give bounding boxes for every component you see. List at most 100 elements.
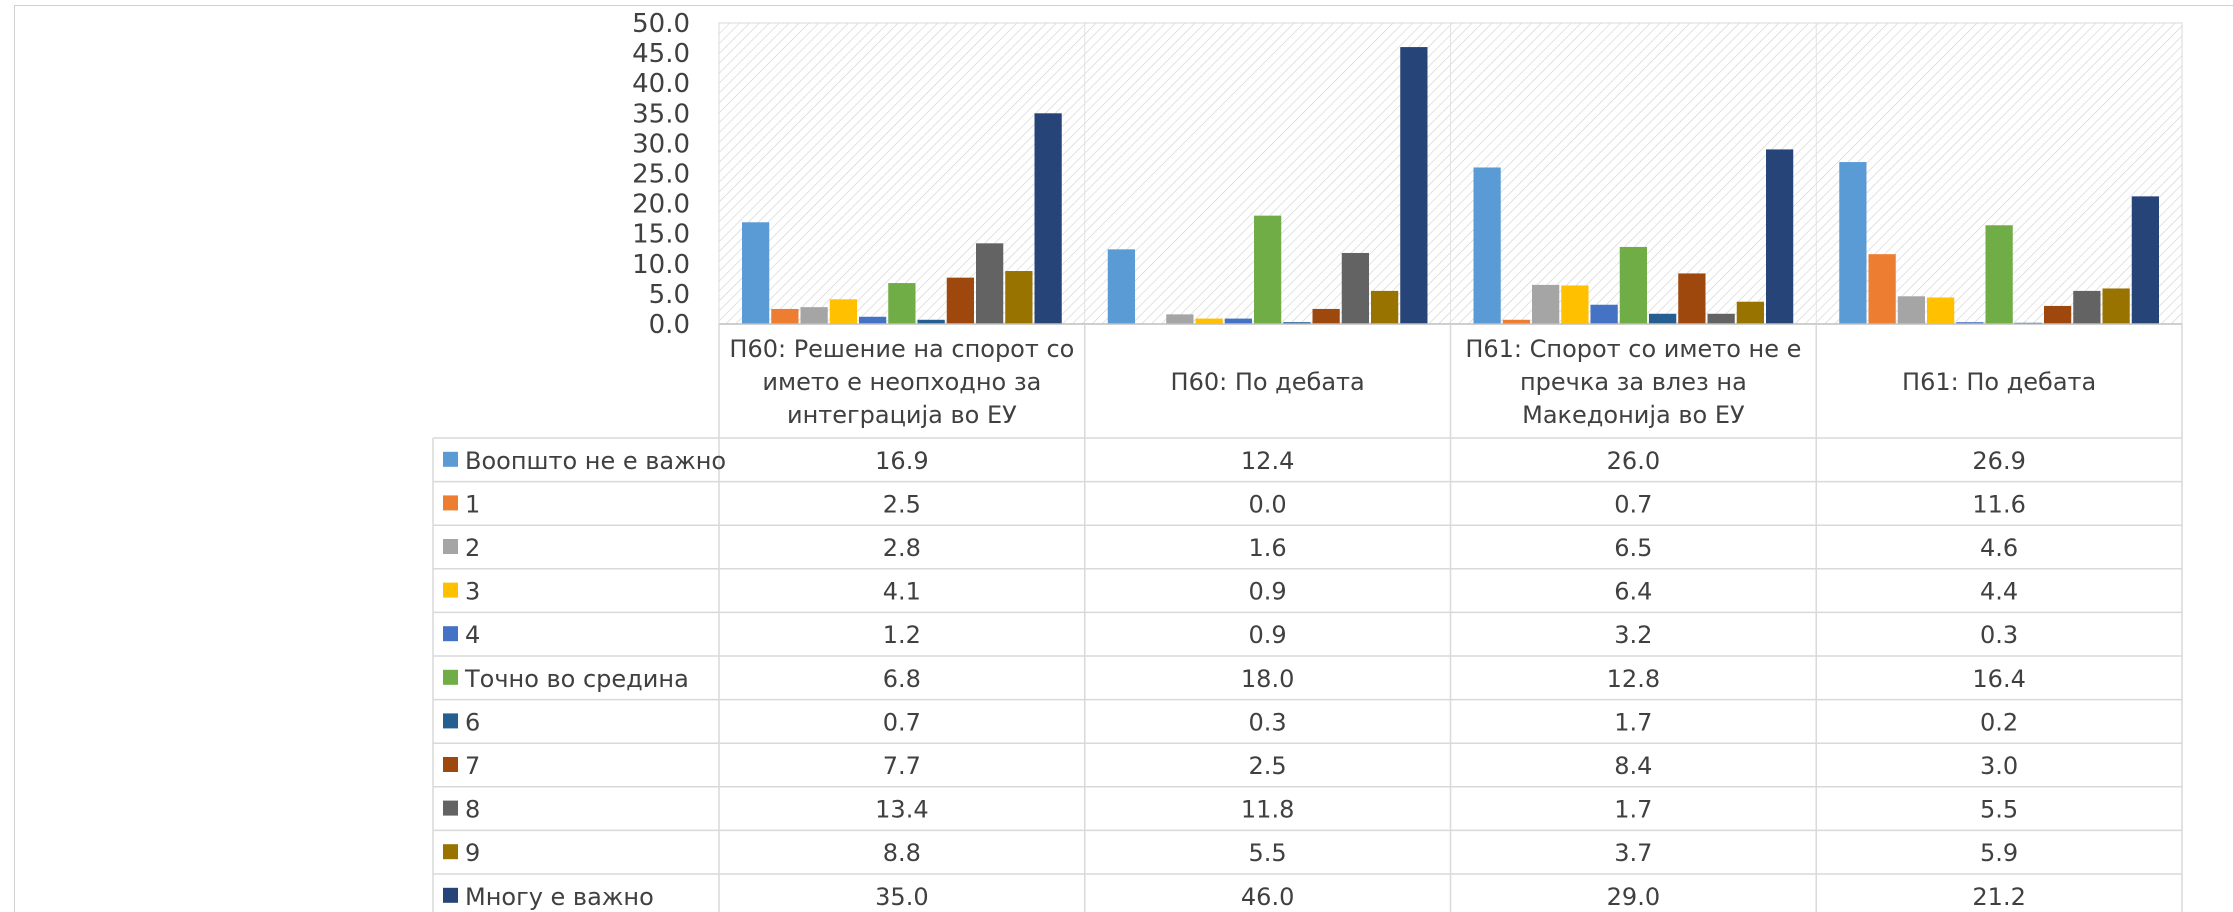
legend-swatch — [443, 713, 458, 729]
legend-label: Многу е важно — [465, 883, 654, 911]
bar — [1839, 162, 1867, 324]
legend-swatch — [443, 844, 458, 860]
y-tick-label: 5.0 — [649, 280, 690, 310]
data-label: 26.9 — [1972, 447, 2025, 475]
bar — [2044, 305, 2072, 324]
data-label: 29.0 — [1607, 883, 1660, 911]
bar — [1166, 314, 1194, 324]
bar — [1254, 215, 1282, 324]
data-label: 12.8 — [1607, 665, 1660, 693]
bar — [1956, 322, 1984, 324]
legend-swatch — [443, 451, 458, 467]
bar — [1707, 313, 1735, 324]
y-tick-label: 15.0 — [632, 220, 690, 250]
data-label: 1.6 — [1249, 534, 1287, 562]
y-tick-label: 40.0 — [632, 69, 690, 99]
bar — [2102, 288, 2130, 324]
data-label: 21.2 — [1972, 883, 2025, 911]
data-label: 12.4 — [1241, 447, 1294, 475]
category-label: П60: По дебата — [1171, 368, 1365, 396]
data-label: 0.7 — [1614, 490, 1652, 518]
data-label: 11.6 — [1972, 490, 2025, 518]
bar — [829, 299, 857, 324]
y-tick-label: 20.0 — [632, 190, 690, 220]
data-label: 0.3 — [1249, 708, 1287, 736]
bar — [946, 277, 974, 324]
bar — [1590, 304, 1618, 324]
data-label: 11.8 — [1241, 796, 1294, 824]
data-label: 5.5 — [1249, 839, 1287, 867]
y-tick-label: 35.0 — [632, 99, 690, 129]
data-label: 16.9 — [875, 447, 928, 475]
legend-swatch — [443, 539, 458, 554]
bar — [1473, 167, 1501, 324]
data-label: 2.8 — [883, 534, 921, 562]
data-label: 46.0 — [1241, 883, 1294, 911]
bar — [1107, 249, 1135, 324]
data-label: 2.5 — [1249, 752, 1287, 780]
bar — [976, 243, 1004, 324]
bar — [859, 316, 887, 324]
data-label: 1.7 — [1614, 708, 1652, 736]
y-tick-label: 45.0 — [632, 39, 690, 69]
legend-label: 2 — [465, 534, 480, 562]
data-label: 0.7 — [883, 708, 921, 736]
bar — [1400, 47, 1428, 325]
bar — [1678, 273, 1706, 324]
bar — [1619, 246, 1647, 324]
category-label: интеграција во ЕУ — [787, 401, 1017, 429]
data-label: 3.2 — [1614, 621, 1652, 649]
legend-label: 6 — [465, 708, 480, 736]
y-tick-label: 0.0 — [649, 310, 690, 340]
bar — [1005, 271, 1033, 324]
data-label: 2.5 — [883, 490, 921, 518]
legend-label: Воопшто не е важно — [465, 447, 726, 475]
bar — [1371, 290, 1399, 324]
legend-swatch — [443, 626, 458, 642]
legend-label: 9 — [465, 839, 480, 867]
legend-swatch — [443, 669, 458, 685]
y-tick-label: 25.0 — [632, 160, 690, 190]
data-label: 16.4 — [1972, 665, 2025, 693]
data-label: 0.0 — [1249, 490, 1287, 518]
data-label: 3.0 — [1980, 752, 2018, 780]
bar — [1649, 313, 1677, 324]
data-label: 26.0 — [1607, 447, 1660, 475]
bar — [2073, 290, 2101, 324]
bar — [1532, 284, 1560, 324]
legend-swatch — [443, 757, 458, 772]
data-label: 6.4 — [1614, 578, 1652, 606]
legend-label: 8 — [465, 796, 480, 824]
bar — [800, 307, 828, 324]
legend-label: 4 — [465, 621, 480, 649]
bar — [1561, 285, 1589, 324]
data-label: 4.1 — [883, 578, 921, 606]
category-label: П60: Решение на спорот со — [729, 335, 1074, 363]
bar — [1766, 149, 1794, 324]
data-label: 13.4 — [875, 796, 928, 824]
legend-label: 7 — [465, 752, 480, 780]
category-label: името е неопходно за — [762, 368, 1041, 396]
bar — [917, 319, 945, 324]
y-tick-label: 10.0 — [632, 250, 690, 280]
bar — [1927, 297, 1955, 324]
bar — [1897, 296, 1925, 324]
data-label: 0.9 — [1249, 578, 1287, 606]
category-label: Македонија во ЕУ — [1522, 401, 1745, 429]
bar — [888, 283, 916, 324]
data-label: 18.0 — [1241, 665, 1294, 693]
data-label: 0.9 — [1249, 621, 1287, 649]
data-label: 7.7 — [883, 752, 921, 780]
category-label: П61: По дебата — [1902, 368, 2096, 396]
data-label: 0.2 — [1980, 708, 2018, 736]
data-label: 4.4 — [1980, 578, 2018, 606]
bar — [2131, 196, 2159, 324]
legend-swatch — [443, 800, 458, 816]
data-label: 3.7 — [1614, 839, 1652, 867]
bar — [1502, 319, 1530, 324]
legend-label: 1 — [465, 490, 480, 518]
data-label: 8.8 — [883, 839, 921, 867]
chart-frame — [14, 5, 2233, 912]
category-label: пречка за влез на — [1520, 368, 1747, 396]
data-label: 1.7 — [1614, 796, 1652, 824]
